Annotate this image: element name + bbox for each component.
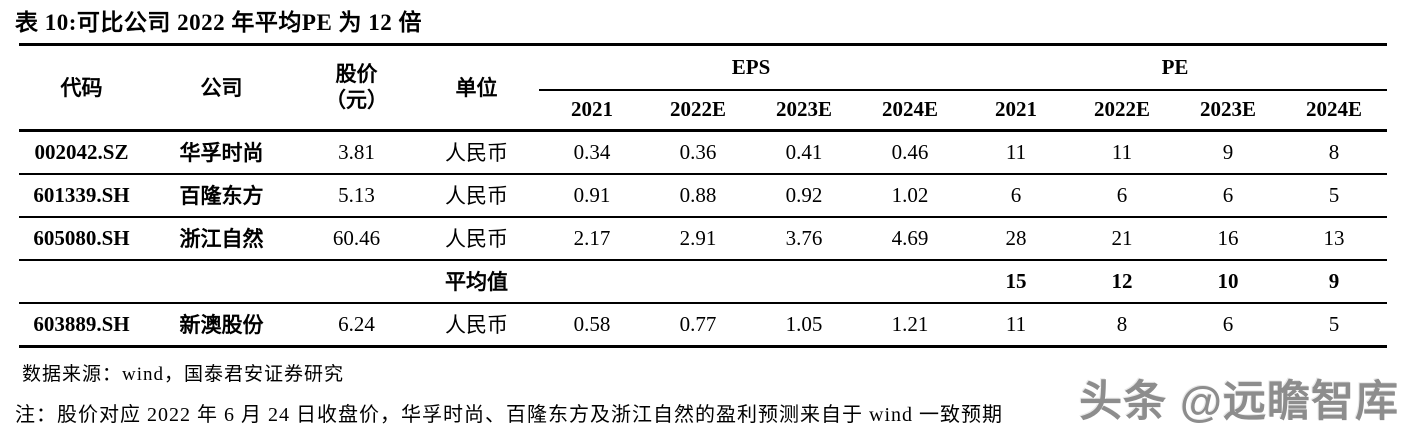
header-price: 股价 （元） xyxy=(299,44,414,132)
cell-company: 新澳股份 xyxy=(144,302,299,348)
cell-pe-2021: 15 xyxy=(963,259,1070,304)
table-title: 表 10:可比公司 2022 年平均PE 为 12 倍 xyxy=(15,10,423,35)
cell-pe-2024e: 9 xyxy=(1281,259,1388,304)
cell-price: 5.13 xyxy=(299,173,414,218)
cell-unit: 人民币 xyxy=(414,302,539,348)
cell-eps-2024e: 1.02 xyxy=(857,173,964,218)
header-eps-group: EPS xyxy=(539,44,964,91)
average-row: 平均值 15 12 10 9 xyxy=(19,259,1388,304)
cell-pe-2024e: 13 xyxy=(1281,216,1388,261)
header-pe-2024e: 2024E xyxy=(1281,89,1388,132)
cell-code: 002042.SZ xyxy=(19,130,144,175)
cell-pe-2023e: 10 xyxy=(1175,259,1282,304)
cell-pe-2022e: 11 xyxy=(1069,130,1176,175)
cell-eps-2023e: 1.05 xyxy=(751,302,857,348)
header-eps-2022e: 2022E xyxy=(645,89,751,132)
cell-pe-2022e: 21 xyxy=(1069,216,1176,261)
header-eps-2023e: 2023E xyxy=(751,89,857,132)
cell-price xyxy=(299,259,414,304)
header-company: 公司 xyxy=(144,44,299,132)
cell-eps-2022e: 0.88 xyxy=(645,173,751,218)
cell-eps-2024e: 4.69 xyxy=(857,216,964,261)
header-eps-2024e: 2024E xyxy=(857,89,964,132)
cell-company: 华孚时尚 xyxy=(144,130,299,175)
table-row: 603889.SH 新澳股份 6.24 人民币 0.58 0.77 1.05 1… xyxy=(19,302,1388,348)
cell-price: 6.24 xyxy=(299,302,414,348)
table-row: 601339.SH 百隆东方 5.13 人民币 0.91 0.88 0.92 1… xyxy=(19,173,1388,218)
cell-eps-2021: 0.58 xyxy=(539,302,645,348)
cell-eps-2022e: 0.77 xyxy=(645,302,751,348)
average-label: 平均值 xyxy=(414,259,539,304)
cell-eps-2022e: 2.91 xyxy=(645,216,751,261)
cell-eps-2023e: 3.76 xyxy=(751,216,857,261)
table-row: 605080.SH 浙江自然 60.46 人民币 2.17 2.91 3.76 … xyxy=(19,216,1388,261)
cell-pe-2024e: 8 xyxy=(1281,130,1388,175)
cell-eps-2021: 2.17 xyxy=(539,216,645,261)
cell-code: 605080.SH xyxy=(19,216,144,261)
cell-company: 浙江自然 xyxy=(144,216,299,261)
cell-code: 601339.SH xyxy=(19,173,144,218)
cell-eps-2024e xyxy=(857,259,964,304)
cell-eps-2024e: 1.21 xyxy=(857,302,964,348)
cell-eps-2021: 0.34 xyxy=(539,130,645,175)
header-eps-2021: 2021 xyxy=(539,89,645,132)
header-pe-2022e: 2022E xyxy=(1069,89,1176,132)
header-pe-2021: 2021 xyxy=(963,89,1070,132)
cell-company xyxy=(144,259,299,304)
data-source-note: 数据来源：wind，国泰君安证券研究 xyxy=(22,363,345,385)
cell-pe-2021: 11 xyxy=(963,130,1070,175)
header-price-line1: 股价 xyxy=(335,62,378,86)
cell-pe-2023e: 16 xyxy=(1175,216,1282,261)
cell-eps-2021 xyxy=(539,259,645,304)
cell-eps-2024e: 0.46 xyxy=(857,130,964,175)
cell-pe-2023e: 6 xyxy=(1175,302,1282,348)
cell-pe-2023e: 6 xyxy=(1175,173,1282,218)
cell-pe-2021: 6 xyxy=(963,173,1070,218)
watermark: 头条 @远瞻智库 xyxy=(1079,378,1399,426)
cell-pe-2022e: 12 xyxy=(1069,259,1176,304)
cell-eps-2022e xyxy=(645,259,751,304)
cell-price: 60.46 xyxy=(299,216,414,261)
header-unit: 单位 xyxy=(414,44,539,132)
cell-eps-2023e: 0.41 xyxy=(751,130,857,175)
header-pe-2023e: 2023E xyxy=(1175,89,1282,132)
cell-eps-2023e: 0.92 xyxy=(751,173,857,218)
footnote: 注：股价对应 2022 年 6 月 24 日收盘价，华孚时尚、百隆东方及浙江自然… xyxy=(15,403,1003,426)
header-group-row: 代码 公司 股价 （元） 单位 EPS PE xyxy=(19,44,1388,132)
cell-code: 603889.SH xyxy=(19,302,144,348)
cell-pe-2024e: 5 xyxy=(1281,302,1388,348)
cell-eps-2022e: 0.36 xyxy=(645,130,751,175)
header-year-row: 2021 2022E 2023E 2024E 2021 2022E 2023E … xyxy=(19,89,1388,132)
table-row: 002042.SZ 华孚时尚 3.81 人民币 0.34 0.36 0.41 0… xyxy=(19,130,1388,175)
header-pe-group: PE xyxy=(963,44,1388,91)
cell-pe-2021: 11 xyxy=(963,302,1070,348)
comparable-companies-table: 代码 公司 股价 （元） 单位 EPS PE 2021 2022E 2023E … xyxy=(19,42,1388,348)
cell-pe-2024e: 5 xyxy=(1281,173,1388,218)
cell-code xyxy=(19,259,144,304)
cell-eps-2021: 0.91 xyxy=(539,173,645,218)
cell-company: 百隆东方 xyxy=(144,173,299,218)
cell-eps-2023e xyxy=(751,259,857,304)
header-code: 代码 xyxy=(19,44,144,132)
cell-pe-2021: 28 xyxy=(963,216,1070,261)
cell-pe-2022e: 6 xyxy=(1069,173,1176,218)
cell-price: 3.81 xyxy=(299,130,414,175)
cell-pe-2023e: 9 xyxy=(1175,130,1282,175)
cell-unit: 人民币 xyxy=(414,216,539,261)
cell-pe-2022e: 8 xyxy=(1069,302,1176,348)
cell-unit: 人民币 xyxy=(414,130,539,175)
cell-unit: 人民币 xyxy=(414,173,539,218)
header-price-line2: （元） xyxy=(325,88,388,113)
